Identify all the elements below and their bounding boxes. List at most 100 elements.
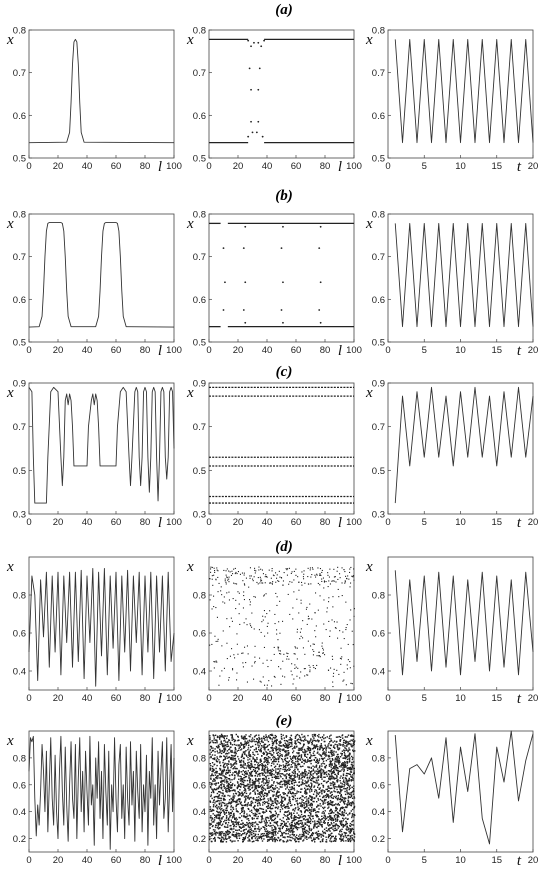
data-point xyxy=(317,748,319,750)
data-point xyxy=(350,775,352,777)
data-point xyxy=(275,822,278,824)
data-point xyxy=(288,800,290,802)
series-line xyxy=(28,567,175,687)
data-point xyxy=(308,829,311,831)
data-point xyxy=(294,764,296,766)
data-point xyxy=(232,798,234,800)
data-point xyxy=(290,839,292,842)
data-point xyxy=(256,785,258,787)
data-point xyxy=(272,748,274,751)
data-point xyxy=(306,800,308,802)
data-point xyxy=(301,571,303,573)
data-point xyxy=(210,819,213,821)
data-point xyxy=(309,757,311,759)
data-point xyxy=(238,613,240,615)
data-point xyxy=(252,782,254,785)
series-line xyxy=(394,570,534,676)
data-point xyxy=(217,827,219,829)
data-point xyxy=(289,834,291,836)
data-point xyxy=(336,767,339,769)
data-point xyxy=(250,120,252,123)
data-point xyxy=(313,733,315,736)
data-point xyxy=(318,759,320,762)
data-point xyxy=(327,755,329,757)
data-point xyxy=(290,824,292,827)
data-point xyxy=(279,811,281,813)
data-point xyxy=(300,749,303,751)
data-point xyxy=(302,772,304,774)
data-point xyxy=(351,838,353,840)
data-point xyxy=(270,804,273,806)
data-point xyxy=(272,824,274,827)
data-point xyxy=(300,826,302,828)
x-tick-label: 0 xyxy=(26,693,31,704)
data-point xyxy=(324,799,326,802)
data-point xyxy=(309,803,312,805)
data-point xyxy=(347,800,350,802)
data-point xyxy=(247,756,249,759)
data-point xyxy=(214,635,216,637)
data-point xyxy=(243,816,245,818)
data-point xyxy=(271,779,273,781)
data-point xyxy=(324,754,326,756)
data-point xyxy=(259,582,261,584)
data-point xyxy=(275,834,277,836)
data-point xyxy=(262,619,264,621)
data-point xyxy=(245,750,247,752)
data-point xyxy=(246,805,248,807)
data-point xyxy=(275,592,277,594)
data-point xyxy=(308,784,310,786)
data-point xyxy=(308,808,311,811)
data-point xyxy=(236,672,238,674)
data-point xyxy=(293,579,295,581)
data-point xyxy=(351,745,353,748)
data-point xyxy=(344,581,346,583)
data-point xyxy=(303,815,305,817)
data-point xyxy=(304,582,306,584)
data-point xyxy=(262,741,264,743)
data-point xyxy=(285,754,288,757)
x-tick-label: 40 xyxy=(82,345,93,356)
data-point xyxy=(294,798,297,800)
data-point xyxy=(285,811,287,813)
data-point xyxy=(267,834,270,836)
data-point xyxy=(285,807,287,809)
data-point xyxy=(231,757,233,760)
data-point xyxy=(284,785,286,787)
data-point xyxy=(269,798,271,800)
data-point xyxy=(307,567,309,569)
data-point xyxy=(306,806,308,808)
data-point xyxy=(225,583,227,585)
data-point xyxy=(227,763,229,765)
data-point xyxy=(320,824,322,826)
data-point xyxy=(338,784,340,786)
data-point xyxy=(287,779,289,781)
data-point xyxy=(287,829,289,831)
data-point xyxy=(289,839,291,841)
data-point xyxy=(288,746,290,748)
data-point xyxy=(339,820,341,822)
x-tick-label: 0 xyxy=(385,345,390,356)
data-point xyxy=(210,795,212,798)
y-tick-label: 0.7 xyxy=(193,68,206,79)
data-point xyxy=(238,800,241,803)
data-point xyxy=(266,836,268,838)
data-point xyxy=(253,832,255,835)
data-point xyxy=(339,801,341,803)
data-point xyxy=(322,647,324,649)
data-point xyxy=(272,743,275,745)
data-point xyxy=(305,771,307,773)
data-point xyxy=(270,754,272,756)
series-line xyxy=(28,38,175,144)
data-point xyxy=(315,795,318,798)
data-point xyxy=(323,776,325,778)
data-point xyxy=(264,789,267,791)
data-point xyxy=(351,827,353,830)
data-point xyxy=(234,757,237,760)
data-point xyxy=(224,744,227,747)
data-point xyxy=(300,740,303,742)
data-point xyxy=(265,792,267,795)
data-point xyxy=(238,816,240,819)
data-point xyxy=(303,839,305,841)
data-point xyxy=(216,787,218,789)
